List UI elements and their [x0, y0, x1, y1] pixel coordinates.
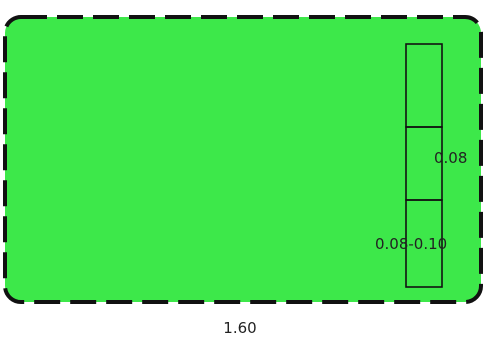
- segment-bottom-label: 0.08-0.10: [375, 235, 447, 253]
- width-dimension-label: 1.60: [223, 319, 256, 337]
- main-area: [3, 15, 483, 304]
- segment-bottom: [405, 199, 443, 288]
- segment-middle-label: 0.08: [434, 149, 467, 167]
